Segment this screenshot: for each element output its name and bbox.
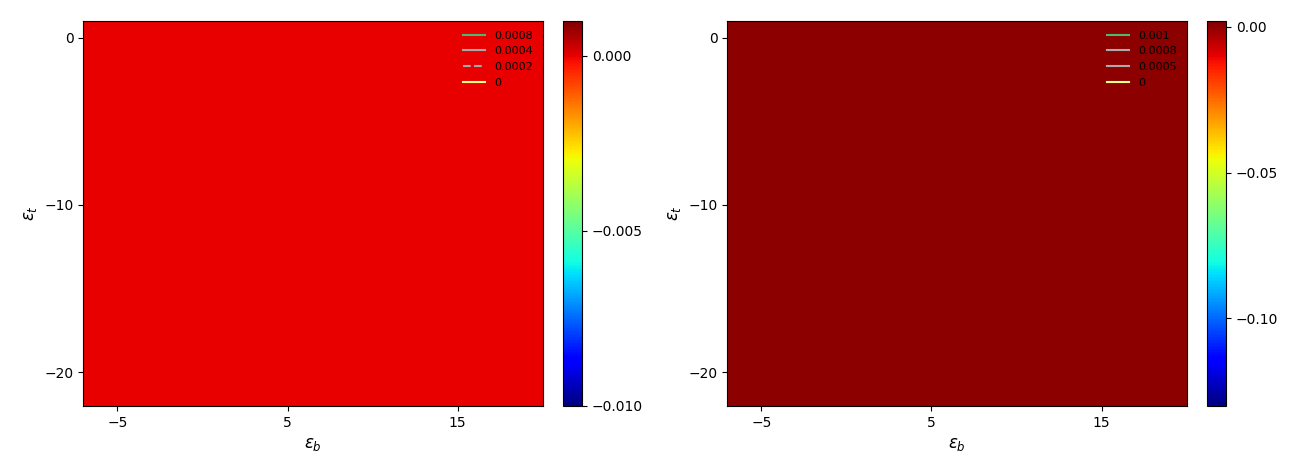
Legend: 0.001, 0.0008, 0.0005, 0: 0.001, 0.0008, 0.0005, 0 [1102, 27, 1182, 92]
X-axis label: $\varepsilon_b$: $\varepsilon_b$ [948, 435, 966, 453]
Y-axis label: $\varepsilon_t$: $\varepsilon_t$ [664, 205, 683, 221]
X-axis label: $\varepsilon_b$: $\varepsilon_b$ [304, 435, 322, 453]
Legend: 0.0008, 0.0004, 0.0002, 0: 0.0008, 0.0004, 0.0002, 0 [459, 27, 537, 92]
Y-axis label: $\varepsilon_t$: $\varepsilon_t$ [21, 205, 39, 221]
